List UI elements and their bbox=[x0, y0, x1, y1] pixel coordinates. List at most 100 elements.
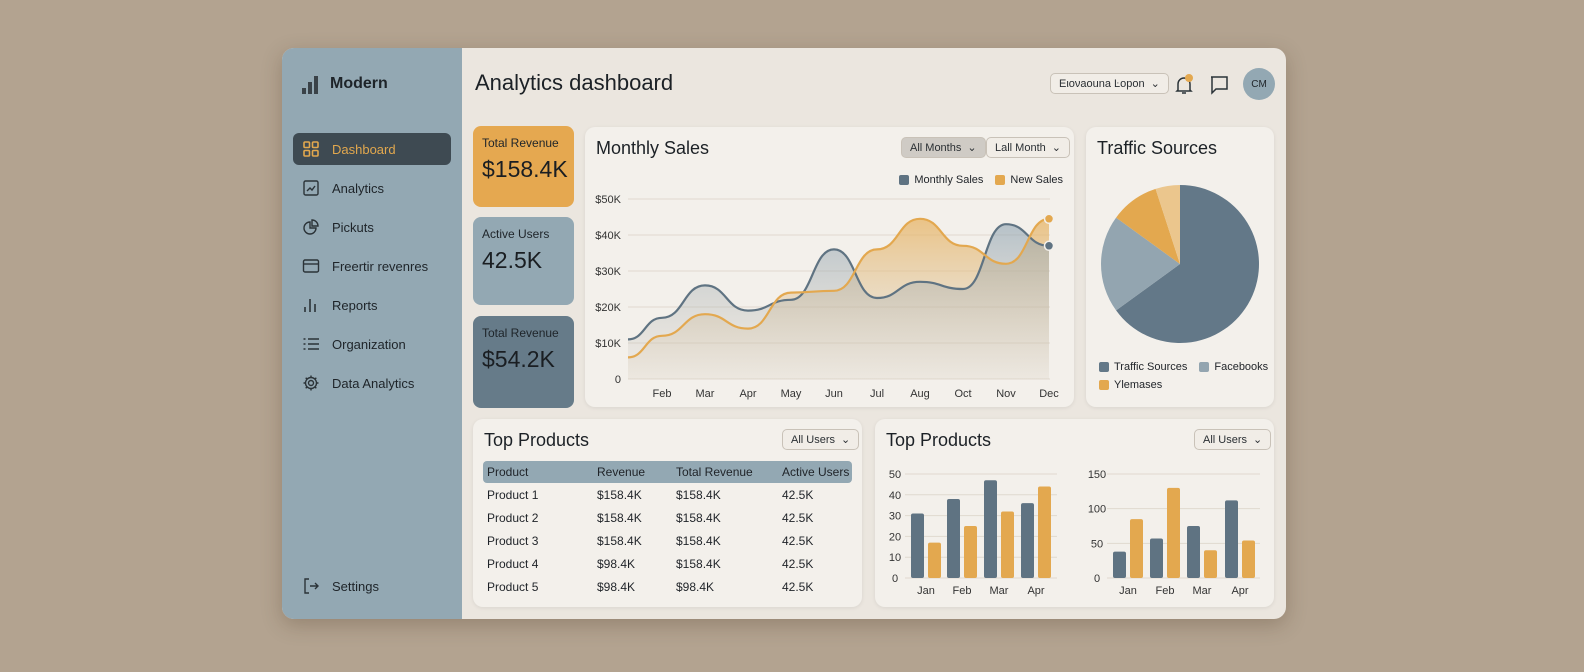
x-tick-label: Apr bbox=[739, 388, 756, 400]
x-tick-label: Nov bbox=[996, 388, 1016, 400]
bar bbox=[1038, 486, 1051, 578]
y-tick-label: 10 bbox=[889, 552, 901, 564]
table-row[interactable]: Product 4 $98.4K $158.4K 42.5K bbox=[483, 552, 852, 575]
column-header[interactable]: Active Users bbox=[778, 461, 852, 483]
sidebar-item-revenues[interactable]: Freertir revenres bbox=[293, 250, 451, 282]
stat-card-total-revenue: Total Revenue $158.4K bbox=[473, 126, 574, 207]
legend-swatch bbox=[995, 175, 1006, 185]
months-filter[interactable]: All Months ⌄ bbox=[901, 137, 986, 158]
x-tick-label: Feb bbox=[953, 585, 972, 597]
y-tick-label: $50K bbox=[595, 194, 621, 206]
brand-name: Modern bbox=[330, 75, 388, 92]
series-area bbox=[628, 224, 1049, 379]
sidebar-item-organization[interactable]: Organization bbox=[293, 328, 451, 360]
y-tick-label: 50 bbox=[1091, 538, 1103, 550]
bar bbox=[1001, 511, 1014, 578]
table-cell: 42.5K bbox=[782, 556, 814, 571]
sidebar-item-dashboard[interactable]: Dashboard bbox=[293, 133, 451, 165]
x-tick-label: Jan bbox=[1119, 585, 1137, 597]
stat-value: $158.4K bbox=[482, 156, 568, 182]
legend-ylemases: Ylemases bbox=[1099, 379, 1162, 391]
table-cell: $158.4K bbox=[676, 510, 721, 525]
table-cell: $158.4K bbox=[597, 533, 642, 548]
legend-label: Facebooks bbox=[1214, 361, 1269, 373]
column-header[interactable]: Product bbox=[483, 461, 593, 483]
avatar[interactable]: CM bbox=[1243, 68, 1275, 100]
dropdown-label: Eιονaοuna Ŀopon bbox=[1059, 77, 1145, 90]
logout-icon bbox=[304, 578, 319, 594]
header-dropdown[interactable]: Eιονaοuna Ŀopon ⌄ bbox=[1050, 73, 1169, 94]
top-products-bars-card: Top Products All Users ⌄ 0 10 20 30 40 50 Jan Fe… bbox=[875, 419, 1274, 607]
sidebar-item-analytics[interactable]: Analytics bbox=[293, 172, 451, 204]
table-cell: 42.5K bbox=[782, 487, 814, 502]
table-cell: $98.4K bbox=[597, 579, 636, 594]
sidebar-item-reports[interactable]: Reports bbox=[293, 289, 451, 321]
sidebar-item-label: Analytics bbox=[332, 180, 385, 196]
pie-slice bbox=[1101, 217, 1180, 311]
sidebar: Modern Dashboard Analytics Pickuts Freer… bbox=[282, 48, 462, 619]
x-tick-label: Mar bbox=[1193, 585, 1212, 597]
chevron-down-icon: ⌄ bbox=[1051, 142, 1061, 154]
x-tick-label: Feb bbox=[1156, 585, 1175, 597]
y-tick-label: 30 bbox=[889, 511, 901, 523]
table-cell: $158.4K bbox=[597, 487, 642, 502]
sidebar-item-label: Organization bbox=[332, 336, 406, 352]
month-filter[interactable]: Lall Month ⌄ bbox=[986, 137, 1070, 158]
table-cell: Product 2 bbox=[487, 510, 539, 525]
bar bbox=[1225, 500, 1238, 578]
legend-label: Ylemases bbox=[1114, 379, 1163, 391]
table-row[interactable]: Product 1 $158.4K $158.4K 42.5K bbox=[483, 483, 852, 506]
sidebar-item-settings[interactable]: Settings bbox=[293, 570, 451, 602]
chevron-down-icon: ⌄ bbox=[841, 434, 851, 446]
card-title: Monthly Sales bbox=[596, 138, 710, 158]
sidebar-item-data-analytics[interactable]: Data Analytics bbox=[293, 367, 451, 399]
stat-label: Active Users bbox=[482, 227, 550, 241]
card-title: Top Products bbox=[886, 430, 992, 450]
series-line-1 bbox=[627, 217, 1050, 359]
legend-monthly-sales: Monthly Sales bbox=[899, 174, 983, 186]
stat-label: Total Revenue bbox=[482, 136, 559, 150]
table-cell: $158.4K bbox=[676, 487, 721, 502]
column-header[interactable]: Revenue bbox=[593, 461, 672, 483]
bar bbox=[911, 513, 924, 578]
x-tick-label: Oct bbox=[954, 388, 971, 400]
message-icon[interactable] bbox=[1209, 75, 1229, 95]
legend-label: Monthly Sales bbox=[914, 174, 984, 186]
legend-label: Traffic Sources bbox=[1114, 361, 1188, 373]
legend-facebooks: Facebooks bbox=[1199, 361, 1268, 373]
x-tick-label: Feb bbox=[653, 388, 672, 400]
table-cell: $98.4K bbox=[676, 579, 715, 594]
legend-new-sales: New Sales bbox=[995, 174, 1063, 186]
table-row[interactable]: Product 5 $98.4K $98.4K 42.5K bbox=[483, 575, 852, 598]
table-row[interactable]: Product 3 $158.4K $158.4K 42.5K bbox=[483, 529, 852, 552]
chevron-down-icon: ⌄ bbox=[1150, 78, 1160, 90]
bar bbox=[928, 542, 941, 578]
card-icon bbox=[302, 259, 320, 273]
monthly-sales-chart: 0 $10K $20K $30K $40K $50K Feb Mar Apr May Jun Jul A… bbox=[595, 194, 1059, 400]
logo-icon bbox=[302, 76, 318, 94]
table-cell: Product 1 bbox=[487, 487, 539, 502]
x-tick-label: Apr bbox=[1027, 585, 1044, 597]
bell-icon[interactable] bbox=[1174, 74, 1194, 96]
monthly-sales-card: Monthly Sales All Months ⌄ Lall Month ⌄ Mo… bbox=[585, 127, 1074, 407]
grid-icon bbox=[303, 141, 319, 157]
series-end-point bbox=[1043, 213, 1055, 225]
table-row[interactable]: Product 2 $158.4K $158.4K 42.5K bbox=[483, 506, 852, 529]
sidebar-item-pickuts[interactable]: Pickuts bbox=[293, 211, 451, 243]
x-tick-label: Mar bbox=[696, 388, 715, 400]
bar bbox=[964, 526, 977, 578]
table-cell: 42.5K bbox=[782, 510, 814, 525]
users-filter[interactable]: All Users ⌄ bbox=[1194, 429, 1272, 450]
table-cell: Product 4 bbox=[487, 556, 539, 571]
y-tick-label: 0 bbox=[892, 573, 898, 585]
bars-icon bbox=[304, 299, 316, 312]
y-tick-label: 0 bbox=[615, 374, 621, 386]
pie-slice bbox=[1116, 188, 1180, 264]
filter-label: All Users bbox=[1203, 433, 1248, 446]
column-header[interactable]: Total Revenue bbox=[672, 461, 778, 483]
legend-swatch bbox=[1099, 380, 1109, 390]
pie-slice bbox=[1116, 185, 1259, 343]
table-cell: Product 5 bbox=[487, 579, 539, 594]
sidebar-item-label: Pickuts bbox=[332, 219, 374, 235]
users-filter[interactable]: All Users ⌄ bbox=[782, 429, 860, 450]
